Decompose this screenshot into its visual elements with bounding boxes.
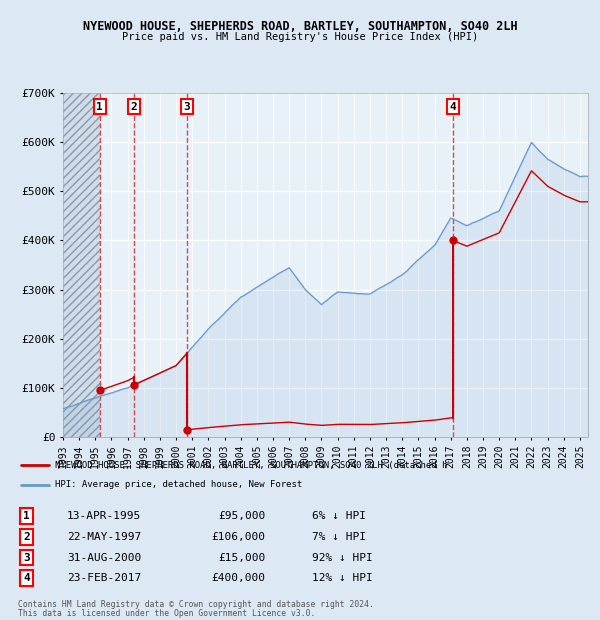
Text: 2: 2 [23, 532, 30, 542]
Text: NYEWOOD HOUSE, SHEPHERDS ROAD, BARTLEY, SOUTHAMPTON, SO40 2LH: NYEWOOD HOUSE, SHEPHERDS ROAD, BARTLEY, … [83, 20, 517, 33]
Text: 22-MAY-1997: 22-MAY-1997 [67, 532, 141, 542]
Text: 1: 1 [23, 511, 30, 521]
Text: 7% ↓ HPI: 7% ↓ HPI [311, 532, 365, 542]
Text: 3: 3 [184, 102, 190, 112]
Text: 13-APR-1995: 13-APR-1995 [67, 511, 141, 521]
Bar [63, 93, 100, 437]
Text: HPI: Average price, detached house, New Forest: HPI: Average price, detached house, New … [55, 480, 302, 489]
Text: This data is licensed under the Open Government Licence v3.0.: This data is licensed under the Open Gov… [18, 609, 316, 618]
Text: 12% ↓ HPI: 12% ↓ HPI [311, 574, 372, 583]
Bar [63, 93, 100, 437]
Text: Price paid vs. HM Land Registry's House Price Index (HPI): Price paid vs. HM Land Registry's House … [122, 32, 478, 42]
Text: NYEWOOD HOUSE, SHEPHERDS ROAD, BARTLEY, SOUTHAMPTON, SO40 2LH (detached h: NYEWOOD HOUSE, SHEPHERDS ROAD, BARTLEY, … [55, 461, 448, 470]
Text: £15,000: £15,000 [218, 552, 265, 562]
Text: £400,000: £400,000 [211, 574, 265, 583]
Text: 1: 1 [97, 102, 103, 112]
Text: £106,000: £106,000 [211, 532, 265, 542]
Text: Contains HM Land Registry data © Crown copyright and database right 2024.: Contains HM Land Registry data © Crown c… [18, 600, 374, 609]
Text: 3: 3 [23, 552, 30, 562]
Text: 4: 4 [449, 102, 457, 112]
Text: 2: 2 [130, 102, 137, 112]
Text: 92% ↓ HPI: 92% ↓ HPI [311, 552, 372, 562]
Text: 6% ↓ HPI: 6% ↓ HPI [311, 511, 365, 521]
Text: 23-FEB-2017: 23-FEB-2017 [67, 574, 141, 583]
Text: 31-AUG-2000: 31-AUG-2000 [67, 552, 141, 562]
Text: 4: 4 [23, 574, 30, 583]
Text: £95,000: £95,000 [218, 511, 265, 521]
